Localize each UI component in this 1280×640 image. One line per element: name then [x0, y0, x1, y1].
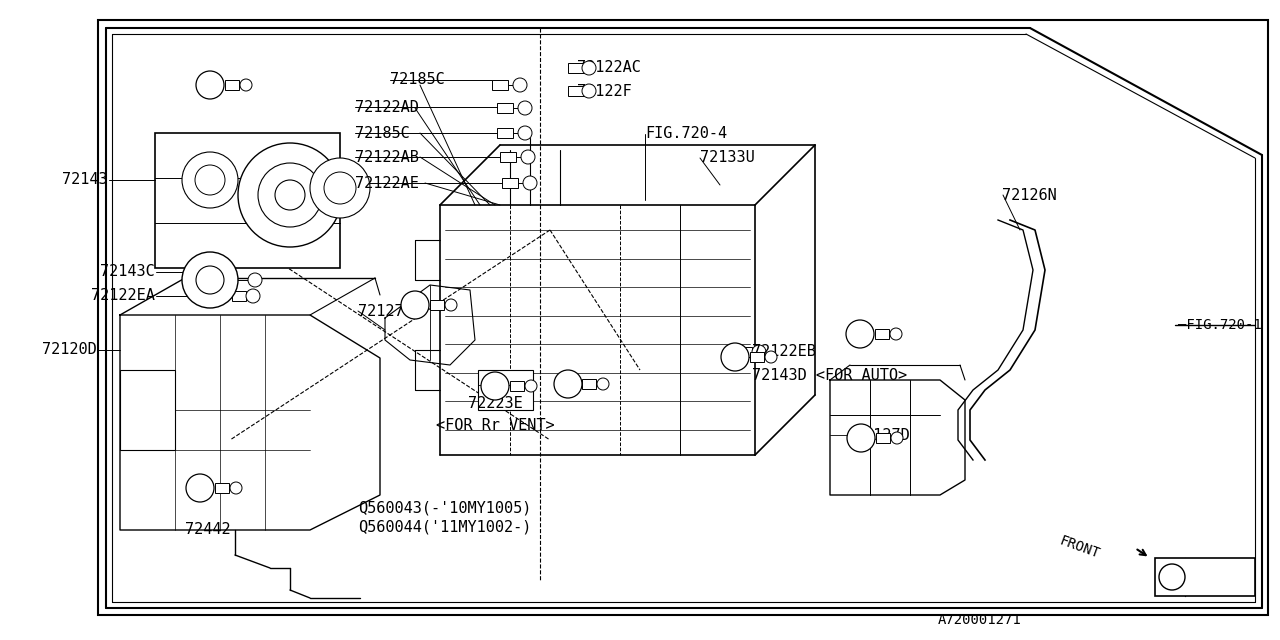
- Bar: [232, 291, 246, 301]
- Text: 72143: 72143: [63, 173, 108, 188]
- Bar: [220, 275, 234, 285]
- Text: 72120D: 72120D: [42, 342, 97, 358]
- Text: 1: 1: [492, 381, 498, 391]
- Bar: [430, 300, 444, 310]
- Circle shape: [186, 474, 214, 502]
- Bar: [876, 433, 890, 443]
- Text: 72122EB: 72122EB: [753, 344, 815, 360]
- Text: 72122F: 72122F: [577, 83, 632, 99]
- Bar: [568, 86, 584, 96]
- Text: 1: 1: [858, 433, 864, 443]
- Text: 72442: 72442: [186, 522, 230, 538]
- Circle shape: [513, 78, 527, 92]
- Text: 1: 1: [206, 80, 214, 90]
- Bar: [739, 347, 753, 357]
- Text: 72122AE: 72122AE: [355, 175, 419, 191]
- Circle shape: [521, 150, 535, 164]
- Circle shape: [445, 299, 457, 311]
- Bar: [502, 178, 518, 188]
- Circle shape: [248, 273, 262, 287]
- Circle shape: [765, 351, 777, 363]
- Circle shape: [182, 152, 238, 208]
- Text: 72223E: 72223E: [467, 397, 522, 412]
- Bar: [876, 329, 890, 339]
- Circle shape: [324, 172, 356, 204]
- Text: 72122AC: 72122AC: [577, 61, 641, 76]
- Circle shape: [230, 482, 242, 494]
- Circle shape: [582, 84, 596, 98]
- Circle shape: [846, 320, 874, 348]
- Circle shape: [401, 291, 429, 319]
- Circle shape: [310, 158, 370, 218]
- Bar: [215, 483, 229, 493]
- Circle shape: [721, 343, 749, 371]
- Text: 1: 1: [732, 352, 739, 362]
- Bar: [582, 379, 596, 389]
- Text: 72143D <FOR AUTO>: 72143D <FOR AUTO>: [753, 369, 908, 383]
- Circle shape: [582, 61, 596, 75]
- Text: 72126N: 72126N: [1002, 188, 1057, 202]
- Text: 72122AB: 72122AB: [355, 150, 419, 164]
- Text: 72185C: 72185C: [390, 72, 444, 88]
- Text: 1: 1: [564, 379, 571, 389]
- Bar: [500, 152, 516, 162]
- Text: 73485: 73485: [1192, 570, 1238, 584]
- Bar: [155, 133, 340, 268]
- Circle shape: [753, 345, 765, 359]
- Text: FRONT: FRONT: [1057, 533, 1102, 561]
- Text: 72133U: 72133U: [700, 150, 755, 166]
- Bar: [497, 103, 513, 113]
- Bar: [225, 80, 239, 90]
- Text: Q560044('11MY1002-): Q560044('11MY1002-): [358, 520, 531, 534]
- Text: FIG.720-4: FIG.720-4: [645, 127, 727, 141]
- Bar: [568, 63, 584, 73]
- Circle shape: [196, 266, 224, 294]
- Circle shape: [486, 379, 503, 395]
- Bar: [477, 370, 532, 410]
- Circle shape: [1158, 564, 1185, 590]
- Text: 1: 1: [1169, 572, 1175, 582]
- Circle shape: [259, 163, 323, 227]
- Text: A720001271: A720001271: [938, 613, 1021, 627]
- Circle shape: [524, 176, 538, 190]
- Circle shape: [891, 432, 902, 444]
- Text: <FOR Rr VENT>: <FOR Rr VENT>: [435, 417, 554, 433]
- Circle shape: [196, 71, 224, 99]
- Circle shape: [195, 165, 225, 195]
- Circle shape: [890, 328, 902, 340]
- Circle shape: [847, 424, 876, 452]
- Circle shape: [238, 143, 342, 247]
- Circle shape: [481, 372, 509, 400]
- Circle shape: [241, 79, 252, 91]
- Bar: [497, 128, 513, 138]
- Circle shape: [246, 289, 260, 303]
- Text: 1: 1: [412, 300, 419, 310]
- Text: Q560043(-'10MY1005): Q560043(-'10MY1005): [358, 500, 531, 515]
- Text: 72122EA: 72122EA: [91, 289, 155, 303]
- Text: 1: 1: [856, 329, 864, 339]
- Circle shape: [518, 101, 532, 115]
- Text: 72127C: 72127C: [358, 303, 412, 319]
- Circle shape: [554, 370, 582, 398]
- Circle shape: [518, 126, 532, 140]
- Circle shape: [275, 180, 305, 210]
- Text: —FIG.720-1: —FIG.720-1: [1178, 318, 1262, 332]
- Text: 1: 1: [197, 483, 204, 493]
- Circle shape: [525, 380, 538, 392]
- Bar: [1155, 558, 1254, 596]
- Text: 72143C: 72143C: [100, 264, 155, 280]
- Text: 72127D: 72127D: [855, 428, 910, 442]
- Circle shape: [596, 378, 609, 390]
- Circle shape: [182, 252, 238, 308]
- Bar: [750, 352, 764, 362]
- Text: 72122AD: 72122AD: [355, 99, 419, 115]
- Bar: [509, 381, 524, 391]
- Bar: [492, 80, 508, 90]
- Bar: [120, 370, 175, 450]
- Text: 72185C: 72185C: [355, 125, 410, 141]
